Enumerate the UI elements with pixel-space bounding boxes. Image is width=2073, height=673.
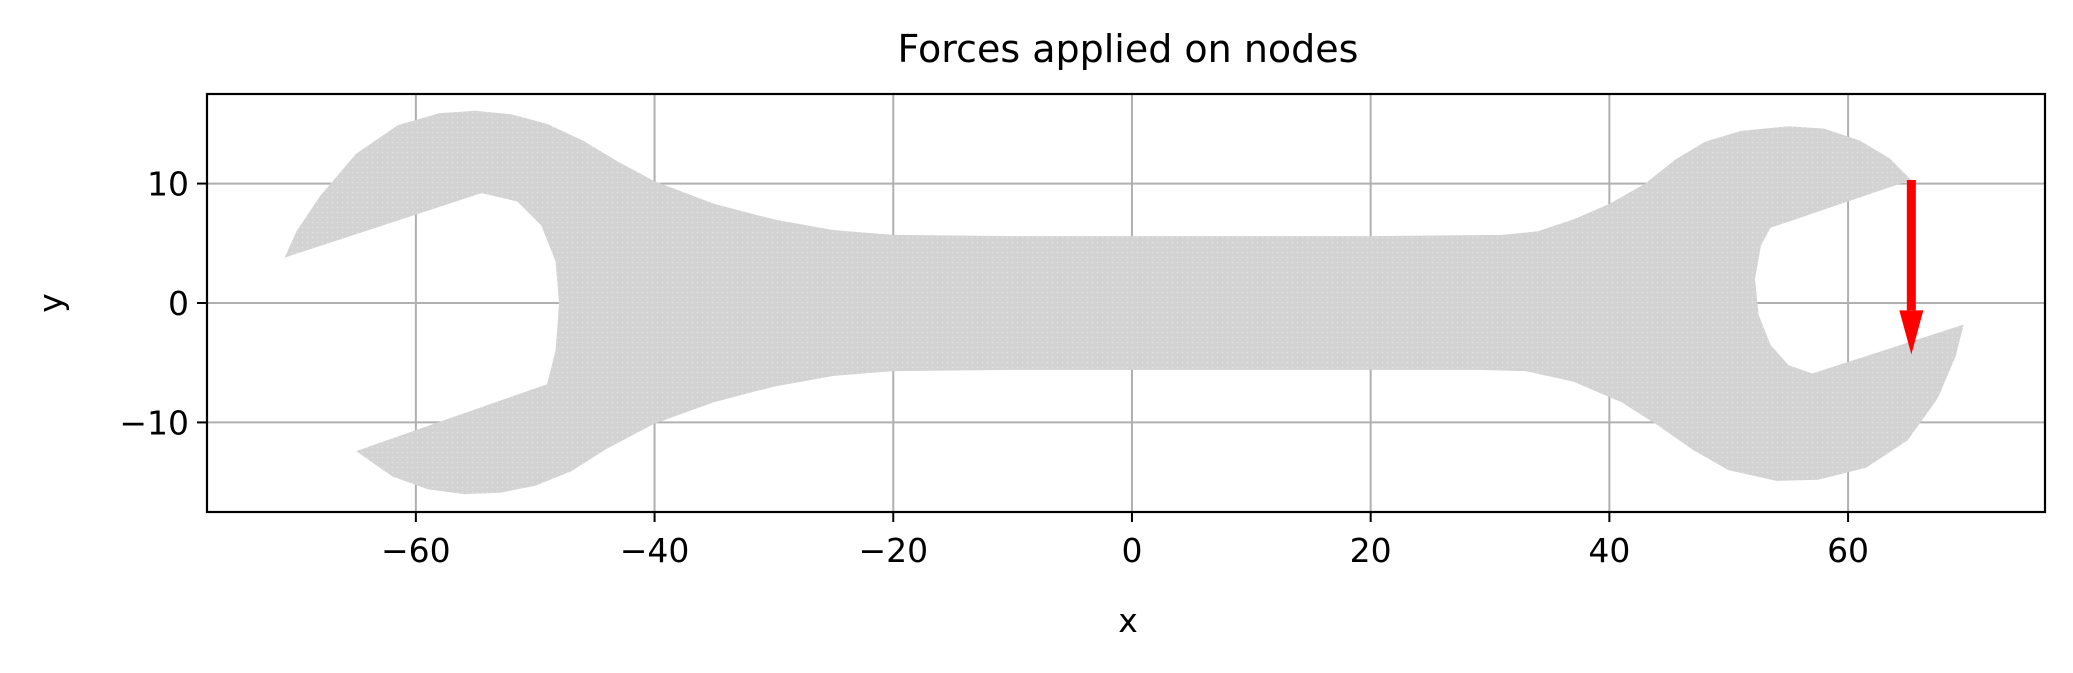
x-axis-label: x (1118, 601, 1138, 640)
x-tick-label: −40 (620, 531, 690, 570)
x-tick-label: 20 (1350, 531, 1392, 570)
x-tick-label: 0 (1121, 531, 1142, 570)
x-tick-label: −20 (858, 531, 928, 570)
y-tick-label: 0 (168, 284, 189, 323)
y-axis-label: y (31, 293, 70, 313)
x-tick-label: −60 (381, 531, 451, 570)
force-arrows (1899, 179, 1924, 355)
x-axis-ticks: −60 −40 −20 0 20 40 60 (381, 512, 1869, 570)
chart-title: Forces applied on nodes (898, 27, 1359, 71)
wrench-mesh-nodes (284, 110, 1964, 495)
x-tick-label: 60 (1827, 531, 1869, 570)
y-axis-ticks: −10 0 10 (119, 165, 207, 442)
y-tick-label: −10 (119, 403, 189, 442)
x-tick-label: 40 (1588, 531, 1630, 570)
force-arrow-head (1899, 310, 1924, 355)
y-tick-label: 10 (147, 165, 189, 204)
